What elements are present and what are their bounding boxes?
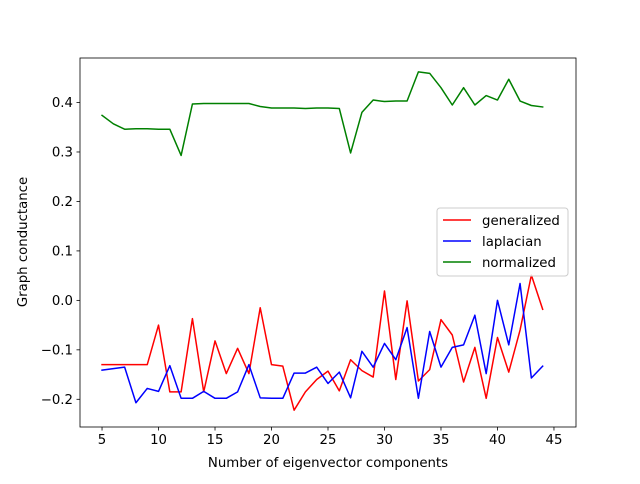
x-tick-label: 45 — [546, 433, 563, 448]
x-tick-label: 10 — [150, 433, 167, 448]
series-line-normalized — [100, 71, 544, 157]
x-tick-label: 15 — [207, 433, 224, 448]
x-tick-label: 30 — [376, 433, 393, 448]
legend: generalized laplacian normalized — [436, 207, 569, 277]
y-tick-label: 0.1 — [52, 244, 73, 259]
y-tick-label: 0.2 — [52, 195, 73, 210]
x-tick-label: 40 — [489, 433, 506, 448]
legend-box — [436, 207, 569, 277]
y-tick-label: 0.4 — [52, 96, 73, 111]
x-tick-label: 5 — [98, 433, 106, 448]
x-tick-label: 20 — [263, 433, 280, 448]
legend-label-normalized: normalized — [482, 256, 556, 271]
y-tick-label: 0.0 — [52, 294, 73, 309]
series-lines — [100, 71, 544, 411]
series-line-laplacian — [101, 282, 544, 404]
x-axis-label: Number of eigenvector components — [208, 456, 448, 471]
legend-label-laplacian: laplacian — [482, 235, 542, 250]
x-axis-ticks: 5 10 15 20 25 30 35 40 45 — [98, 427, 563, 448]
y-tick-label: −0.1 — [41, 343, 73, 358]
y-tick-label: −0.2 — [41, 393, 73, 408]
legend-label-generalized: generalized — [482, 214, 560, 229]
x-tick-label: 25 — [320, 433, 337, 448]
y-tick-label: 0.3 — [52, 145, 73, 160]
y-axis-label: Graph conductance — [16, 177, 31, 307]
y-axis-ticks: −0.2 −0.1 0.0 0.1 0.2 0.3 0.4 — [41, 96, 80, 408]
x-tick-label: 35 — [433, 433, 450, 448]
